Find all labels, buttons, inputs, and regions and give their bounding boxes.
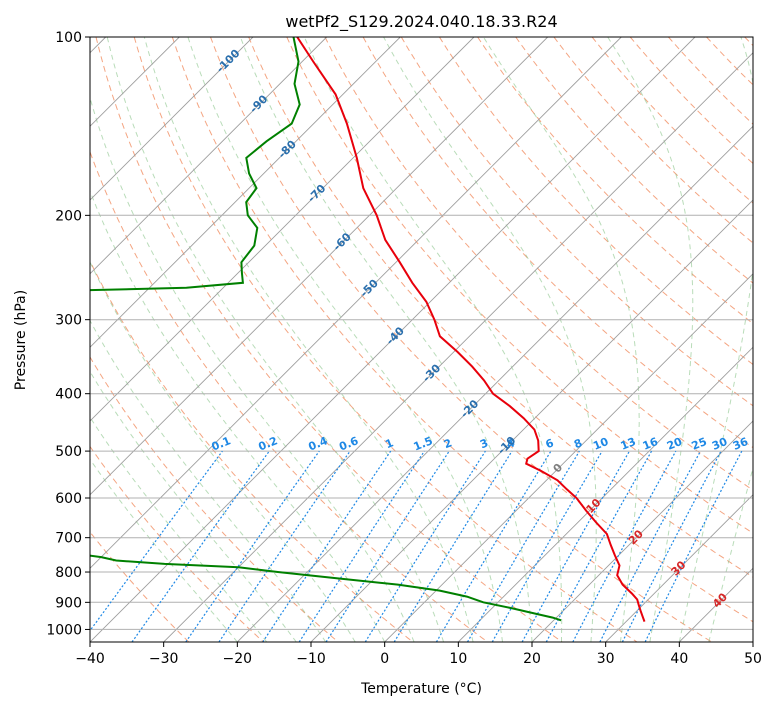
isotherm-line	[163, 52, 753, 642]
isotherm-line	[90, 37, 622, 569]
isotherm-line	[90, 37, 475, 422]
dry-adiabat-line	[90, 445, 264, 642]
moist-adiabat-line	[90, 260, 356, 642]
isotherm-line	[310, 199, 753, 642]
x-tick-label: −20	[223, 651, 253, 667]
y-tick-label: 1000	[46, 622, 82, 638]
y-tick-label: 400	[55, 387, 82, 403]
isotherm-line	[90, 37, 254, 201]
mixing-ratio-label: 25	[690, 435, 709, 453]
isotherm-line	[90, 37, 549, 496]
mixing-ratio-line	[262, 450, 392, 642]
y-tick-label: 200	[55, 208, 82, 224]
mixing-ratio-label: 2	[442, 436, 454, 451]
dry-adiabat-line	[171, 37, 712, 642]
x-tick-label: 10	[449, 651, 467, 667]
x-tick-label: 0	[380, 651, 389, 667]
mixing-ratio-line	[644, 450, 743, 642]
plot-frame	[89, 36, 754, 643]
plot-area	[90, 37, 753, 642]
dry-adiabat-line	[90, 356, 339, 642]
mixing-ratio-line	[298, 450, 425, 642]
moist-adiabat-line	[383, 37, 597, 642]
mixing-ratio-line	[393, 450, 513, 642]
moist-adiabat-line	[106, 37, 445, 642]
mixing-ratio-line	[621, 450, 722, 642]
y-tick-label: 500	[55, 444, 82, 460]
temperature-profile-line	[296, 37, 646, 622]
sounding-profiles	[90, 37, 646, 622]
y-axis-title: Pressure (hPa)	[13, 290, 29, 390]
y-tick-label: 900	[55, 595, 82, 611]
isotherm-line	[384, 273, 753, 642]
isotherm-line	[90, 37, 401, 348]
background-grid	[90, 37, 753, 642]
dry-adiabat-line	[248, 37, 753, 578]
mixing-ratio-label: 8	[572, 436, 584, 451]
chart-title: wetPf2_S129.2024.040.18.33.R24	[285, 12, 557, 32]
isotherm-line	[90, 37, 696, 642]
x-tick-label: 40	[670, 651, 688, 667]
moist-adiabat-line	[143, 37, 474, 642]
x-tick-label: −10	[296, 651, 326, 667]
x-tick-label: −40	[75, 651, 105, 667]
x-tick-label: 50	[744, 651, 762, 667]
isotherm-line	[457, 346, 753, 642]
mixing-ratio-label: 3	[478, 436, 490, 451]
moist-adiabat-line	[607, 37, 694, 642]
x-axis-title: Temperature (°C)	[360, 681, 482, 697]
moist-adiabat-line	[90, 416, 268, 642]
dry-adiabat-line	[477, 37, 753, 325]
isotherm-line	[531, 420, 753, 642]
mixing-ratio-label: 16	[641, 435, 660, 453]
y-tick-label: 600	[55, 491, 82, 507]
moist-adiabat-line	[90, 189, 386, 642]
moist-adiabat-line	[187, 37, 503, 642]
moist-adiabat-line	[303, 37, 563, 642]
dry-adiabat-line	[324, 37, 753, 491]
mixing-ratio-label: 30	[710, 435, 729, 453]
y-tick-label: 700	[55, 531, 82, 547]
mixing-ratio-line	[131, 450, 270, 642]
dry-adiabat-line	[95, 37, 563, 642]
moist-adiabat-line	[90, 458, 238, 642]
y-tick-label: 300	[55, 313, 82, 329]
mixing-ratio-label: 13	[619, 435, 638, 453]
mixing-ratio-line	[521, 450, 631, 642]
isotherm-line	[605, 494, 753, 642]
isotherm-line	[236, 125, 753, 642]
y-tick-label: 800	[55, 565, 82, 581]
dewpoint-profile-line	[90, 37, 562, 622]
mixing-ratio-line	[325, 450, 450, 642]
mixing-ratio-line	[185, 450, 320, 642]
x-tick-label: 20	[523, 651, 541, 667]
mixing-ratio-line	[218, 450, 351, 642]
y-tick-label: 100	[55, 30, 82, 46]
moist-adiabat-line	[482, 37, 640, 642]
mixing-ratio-line	[545, 450, 653, 642]
moist-adiabat-line	[239, 37, 533, 642]
mixing-ratio-label: 1	[383, 436, 395, 451]
mixing-ratio-line	[572, 450, 677, 642]
dry-adiabat-line	[90, 150, 488, 642]
mixing-ratio-label: 20	[665, 435, 684, 453]
dry-adiabat-line	[210, 37, 753, 623]
axes: −40 −30 −20 −10 0 10 20 30 40 50 100 200 300 400 500 60…	[46, 30, 762, 667]
isotherm-line	[90, 37, 328, 275]
dry-adiabat-line	[438, 37, 753, 366]
mixing-ratio-line	[90, 450, 223, 632]
dry-adiabat-line	[133, 37, 638, 642]
x-tick-label: 30	[597, 651, 615, 667]
x-tick-label: −30	[149, 651, 179, 667]
mixing-ratio-label: 10	[591, 435, 610, 453]
mixing-ratio-label: 36	[731, 435, 750, 453]
mixing-ratio-line	[491, 450, 603, 642]
